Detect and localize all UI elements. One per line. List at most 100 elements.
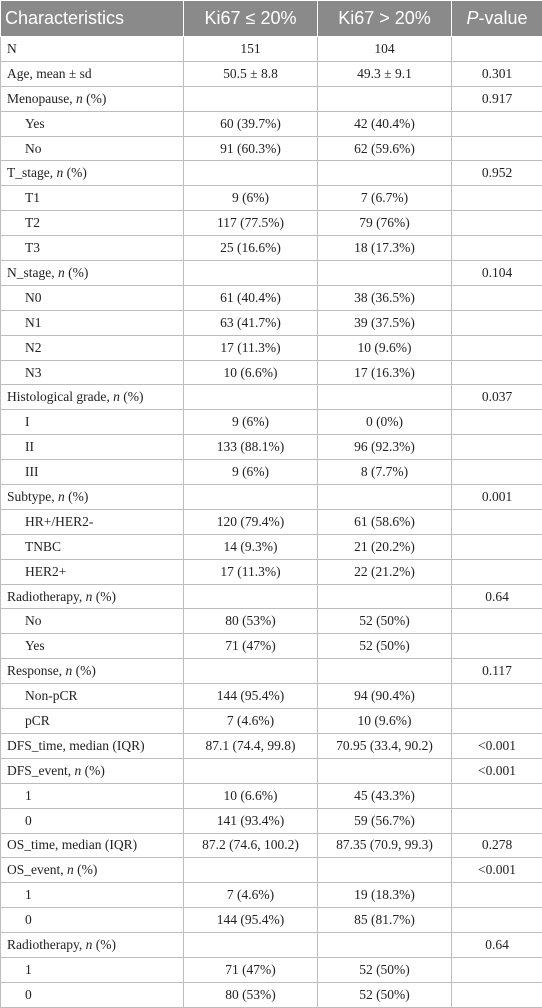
column-header: Ki67 > 20% xyxy=(317,0,452,37)
text-segment: OS_event, xyxy=(7,862,67,878)
table-cell: 80 (53%) xyxy=(183,608,318,635)
table-row: Subtype, n (%) 0.001 xyxy=(0,484,542,510)
text-segment: Age, mean ± sd xyxy=(7,65,92,81)
table-cell: 0.952 xyxy=(451,160,542,187)
table-cell xyxy=(317,260,452,286)
table-cell: 0.104 xyxy=(451,260,542,286)
table-cell xyxy=(451,210,542,237)
table-cell xyxy=(183,932,318,958)
table-row: HER2+ 17 (11.3%) 22 (21.2%) xyxy=(0,558,542,585)
table-cell: 7 (4.6%) xyxy=(183,882,318,909)
table-cell: 120 (79.4%) xyxy=(183,508,318,535)
text-segment: TNBC xyxy=(25,538,62,554)
table-cell: 39 (37.5%) xyxy=(317,309,452,336)
table-cell: <0.001 xyxy=(451,857,542,884)
table-cell xyxy=(451,633,542,660)
row-label: Non-pCR xyxy=(0,683,184,710)
row-label: N xyxy=(0,36,184,62)
table-cell: 85 (81.7%) xyxy=(317,907,452,934)
table-row: N2 17 (11.3%) 10 (9.6%) xyxy=(0,334,542,361)
table-row: pCR 7 (4.6%) 10 (9.6%) xyxy=(0,708,542,734)
text-segment: T3 xyxy=(25,240,40,256)
table-cell: 19 (18.3%) xyxy=(317,882,452,909)
table-row: N_stage, n (%) 0.104 xyxy=(0,260,542,286)
table-cell: 14 (9.3%) xyxy=(183,533,318,560)
table-row: DFS_time, median (IQR) 87.1 (74.4, 99.8) 7… xyxy=(0,732,542,759)
text-segment: T2 xyxy=(25,215,40,231)
table-row: I 9 (6%) 0 (0%) xyxy=(0,409,542,436)
table-cell xyxy=(317,160,452,187)
text-segment: OS_time, median (IQR) xyxy=(7,837,138,853)
row-label: T_stage, n (%) xyxy=(0,160,184,187)
table-cell: 61 (40.4%) xyxy=(183,284,318,311)
table-cell xyxy=(451,409,542,436)
table-cell: 63 (41.7%) xyxy=(183,309,318,336)
table-cell xyxy=(183,384,318,411)
table-row: N0 61 (40.4%) 38 (36.5%) xyxy=(0,284,542,311)
table-row: Histological grade, n (%) 0.037 xyxy=(0,384,542,411)
row-label: Menopause, n (%) xyxy=(0,85,184,112)
text-segment: Ki67 ≤ 20% xyxy=(204,8,297,28)
table-row: Yes 60 (39.7%) 42 (40.4%) xyxy=(0,110,542,137)
table-row: N1 63 (41.7%) 39 (37.5%) xyxy=(0,309,542,336)
table-cell xyxy=(183,160,318,187)
table-cell xyxy=(183,757,318,784)
table-body: N 151 104 Age, mean ± sd 50.5 ± 8.8 49.3 ± 9.… xyxy=(0,36,542,1008)
text-segment: (%) xyxy=(81,762,105,778)
table-cell xyxy=(183,857,318,884)
table-cell xyxy=(451,36,542,62)
row-label: Response, n (%) xyxy=(0,658,184,685)
text-segment: HER2+ xyxy=(25,563,67,579)
table-cell: 60 (39.7%) xyxy=(183,110,318,137)
row-label: DFS_time, median (IQR) xyxy=(0,732,184,759)
table-cell: 87.35 (70.9, 99.3) xyxy=(317,832,452,859)
text-segment: III xyxy=(25,464,39,480)
table-cell: 25 (16.6%) xyxy=(183,235,318,262)
text-segment: T1 xyxy=(25,190,40,206)
table-cell: 0.917 xyxy=(451,85,542,112)
table-cell: 71 (47%) xyxy=(183,956,318,983)
row-label: Histological grade, n (%) xyxy=(0,384,184,411)
table-row: Menopause, n (%) 0.917 xyxy=(0,85,542,112)
table-row: OS_time, median (IQR) 87.2 (74.6, 100.2) 8… xyxy=(0,832,542,859)
text-segment: (%) xyxy=(92,937,116,952)
row-label: Age, mean ± sd xyxy=(0,60,184,87)
text-segment: N xyxy=(7,40,17,56)
table-cell: 7 (6.7%) xyxy=(317,185,452,212)
table-row: II 133 (88.1%) 96 (92.3%) xyxy=(0,434,542,461)
row-label: 0 xyxy=(0,981,184,1008)
table-cell: 52 (50%) xyxy=(317,608,452,635)
table-cell: 0.117 xyxy=(451,658,542,685)
table-cell xyxy=(317,757,452,784)
table-cell: 9 (6%) xyxy=(183,459,318,486)
row-label: N1 xyxy=(0,309,184,336)
text-segment: Histological grade, xyxy=(7,389,114,405)
table-cell xyxy=(317,932,452,958)
table-cell: 17 (16.3%) xyxy=(317,359,452,386)
table-cell: 71 (47%) xyxy=(183,633,318,660)
text-segment: pCR xyxy=(25,712,50,728)
table-cell: 0.64 xyxy=(451,932,542,958)
table-cell xyxy=(183,658,318,685)
table-row: Yes 71 (47%) 52 (50%) xyxy=(0,633,542,660)
text-segment: Characteristics xyxy=(5,8,125,28)
table-cell: 17 (11.3%) xyxy=(183,334,318,361)
table-row: Non-pCR 144 (95.4%) 94 (90.4%) xyxy=(0,683,542,710)
text-segment: 1 xyxy=(25,887,32,903)
row-label: OS_time, median (IQR) xyxy=(0,832,184,859)
text-segment: n xyxy=(67,862,74,878)
table-cell: 42 (40.4%) xyxy=(317,110,452,137)
table-cell xyxy=(451,459,542,486)
text-segment: n xyxy=(58,264,65,280)
row-label: 1 xyxy=(0,782,184,809)
table-cell xyxy=(451,334,542,361)
table-row: 1 71 (47%) 52 (50%) xyxy=(0,956,542,983)
text-segment: Menopause, xyxy=(7,90,76,106)
text-segment: Yes xyxy=(25,115,45,131)
row-label: Yes xyxy=(0,633,184,660)
text-segment: I xyxy=(25,414,30,430)
row-label: No xyxy=(0,608,184,635)
text-segment: -value xyxy=(478,8,528,28)
row-label: HER2+ xyxy=(0,558,184,585)
